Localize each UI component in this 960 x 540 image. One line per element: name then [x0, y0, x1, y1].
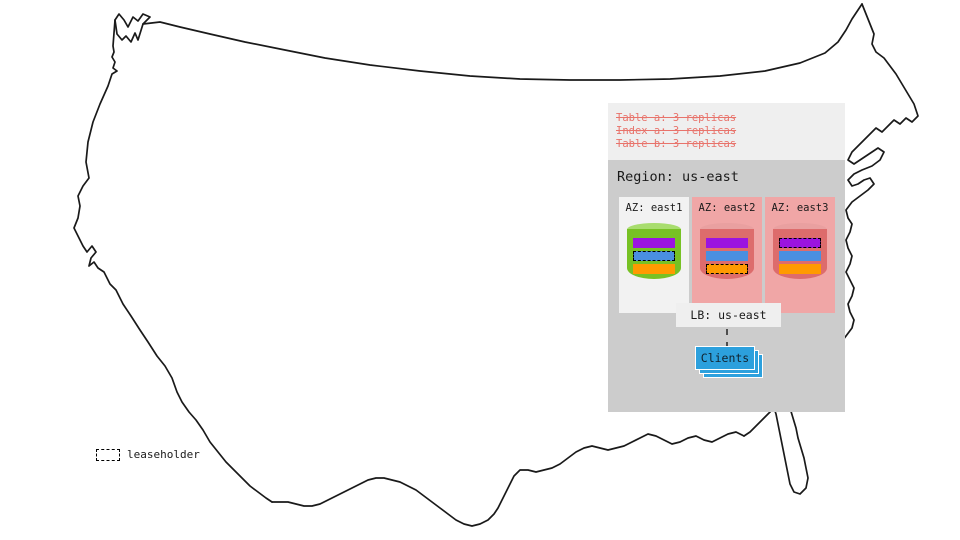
legend: leaseholder: [96, 448, 200, 461]
range-blue-east2: [706, 251, 748, 261]
lb-clients-connector: [726, 329, 728, 348]
az-panel-east1[interactable]: AZ: east1: [619, 197, 689, 313]
range-orange-east3: [779, 264, 821, 274]
range-list-east1: [633, 238, 675, 274]
clients-stack[interactable]: Clients: [695, 346, 763, 378]
replica-summary-line-2: Index a: 3 replicas: [616, 125, 737, 137]
region-label: Region: us-east: [617, 169, 739, 185]
leaseholder-swatch-icon: [96, 448, 120, 461]
range-purple-east3-leaseholder: [779, 238, 821, 248]
range-purple-east2: [706, 238, 748, 248]
range-orange-east1: [633, 264, 675, 274]
legend-label: leaseholder: [127, 448, 200, 461]
range-purple-east1: [633, 238, 675, 248]
az-label-east3: AZ: east3: [771, 202, 829, 214]
range-blue-east3: [779, 251, 821, 261]
clients-label: Clients: [700, 351, 750, 365]
range-orange-east2-leaseholder: [706, 264, 748, 274]
node-east1[interactable]: [627, 223, 681, 285]
az-panel-east2[interactable]: AZ: east2: [692, 197, 762, 313]
range-list-east2: [706, 238, 748, 274]
replica-summary: Table a: 3 replicas Index a: 3 replicas …: [608, 103, 845, 160]
az-label-east2: AZ: east2: [698, 202, 756, 214]
client-card-front[interactable]: Clients: [695, 346, 755, 370]
az-label-east1: AZ: east1: [625, 202, 683, 214]
node-east3[interactable]: [773, 223, 827, 285]
availability-zone-row: AZ: east1 AZ: east2: [619, 197, 835, 313]
load-balancer-box[interactable]: LB: us-east: [676, 303, 781, 327]
replica-summary-line-3: Table b: 3 replicas: [616, 138, 737, 150]
range-list-east3: [779, 238, 821, 274]
az-panel-east3[interactable]: AZ: east3: [765, 197, 835, 313]
region-topology-diagram: Table a: 3 replicas Index a: 3 replicas …: [608, 103, 845, 412]
range-blue-east1-leaseholder: [633, 251, 675, 261]
load-balancer-label: LB: us-east: [690, 308, 767, 322]
node-east2[interactable]: [700, 223, 754, 285]
replica-summary-line-1: Table a: 3 replicas: [616, 112, 737, 124]
